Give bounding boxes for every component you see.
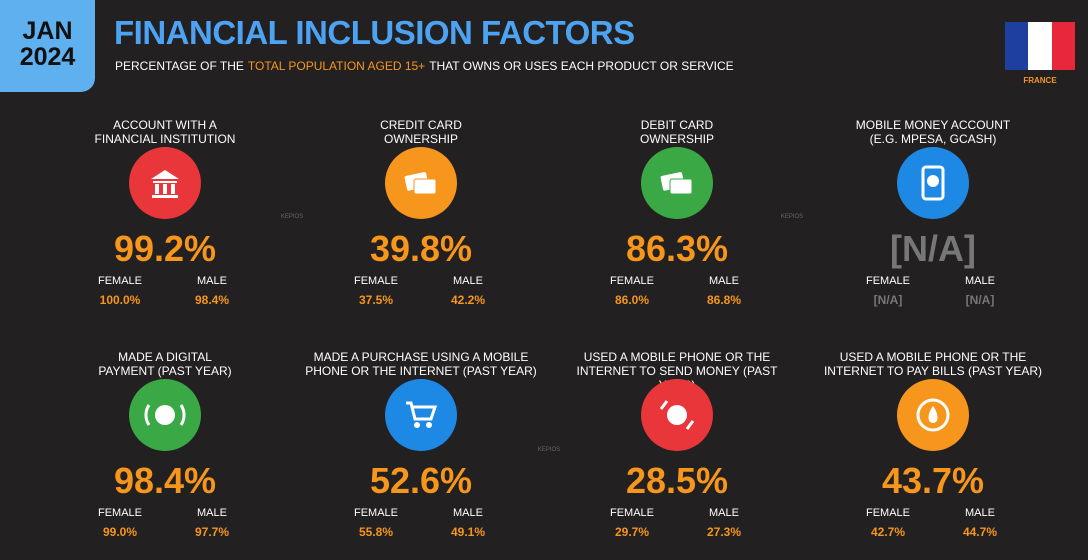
watermark: KEPIOS bbox=[780, 214, 804, 220]
male-label: MALE bbox=[965, 507, 995, 519]
tile-label: USED A MOBILE PHONE OR THE bbox=[839, 350, 1027, 364]
male-value: 86.8% bbox=[706, 293, 742, 307]
icon bbox=[641, 147, 713, 219]
tile-label: DEBIT CARD bbox=[640, 118, 714, 132]
tile-label: (E.G. MPESA, GCASH) bbox=[869, 132, 997, 146]
male-label: MALE bbox=[197, 507, 227, 519]
female-label: FEMALE bbox=[865, 275, 910, 287]
female-value: 29.7% bbox=[614, 525, 650, 539]
tile-icon bbox=[897, 379, 969, 451]
tile-value: [N/A] bbox=[890, 228, 976, 269]
icon bbox=[129, 147, 201, 219]
female-value: 100.0% bbox=[99, 293, 141, 307]
tile-label: USED A MOBILE PHONE OR THE bbox=[583, 350, 771, 364]
subtitle-text: THAT OWNS OR USES EACH PRODUCT OR SERVIC… bbox=[429, 59, 734, 73]
tile-label: FINANCIAL INSTITUTION bbox=[94, 132, 236, 146]
female-label: FEMALE bbox=[353, 507, 398, 519]
male-label: MALE bbox=[709, 275, 739, 287]
subtitle: PERCENTAGE OF THE TOTAL POPULATION AGED 1… bbox=[115, 59, 738, 73]
female-value: 42.7% bbox=[870, 525, 906, 539]
female-label: FEMALE bbox=[865, 507, 910, 519]
subtitle-highlight: TOTAL POPULATION AGED 15+ bbox=[247, 59, 426, 73]
tile-icon bbox=[897, 147, 969, 219]
subtitle-text: PERCENTAGE OF THE bbox=[115, 59, 244, 73]
tile-value: 99.2% bbox=[113, 228, 217, 269]
male-value: 27.3% bbox=[706, 525, 742, 539]
icon bbox=[385, 147, 457, 219]
tile-icon bbox=[385, 379, 457, 451]
tile-icon bbox=[385, 147, 457, 219]
female-value: 99.0% bbox=[102, 525, 138, 539]
tile-label: MADE A DIGITAL bbox=[118, 350, 212, 364]
male-value: 44.7% bbox=[962, 525, 998, 539]
tile-value: 98.4% bbox=[113, 460, 217, 501]
tile-label: MOBILE MONEY ACCOUNT bbox=[855, 118, 1011, 132]
female-value: 86.0% bbox=[614, 293, 650, 307]
tile-value: 28.5% bbox=[625, 460, 729, 501]
tile-label: PAYMENT (PAST YEAR) bbox=[98, 364, 232, 378]
female-value: 37.5% bbox=[358, 293, 394, 307]
tile-icon bbox=[129, 379, 201, 451]
watermark: KEPIOS bbox=[537, 447, 561, 453]
tile-label: OWNERSHIP bbox=[383, 132, 458, 146]
tile-label: MADE A PURCHASE USING A MOBILE bbox=[313, 350, 529, 364]
female-label: FEMALE bbox=[609, 275, 654, 287]
flag bbox=[1005, 22, 1075, 70]
male-label: MALE bbox=[965, 275, 995, 287]
icon bbox=[641, 379, 713, 451]
female-value: 55.8% bbox=[358, 525, 394, 539]
year: 2024 bbox=[19, 43, 76, 71]
male-value: 97.7% bbox=[194, 525, 230, 539]
male-value: [N/A] bbox=[965, 293, 995, 307]
male-label: MALE bbox=[197, 275, 227, 287]
female-label: FEMALE bbox=[97, 507, 142, 519]
tile-value: 52.6% bbox=[369, 460, 473, 501]
male-label: MALE bbox=[453, 275, 483, 287]
date-badge: JAN 2024 bbox=[0, 0, 95, 92]
country: FRANCE bbox=[1023, 76, 1057, 85]
tile-icon bbox=[641, 147, 713, 219]
month: JAN bbox=[22, 17, 73, 45]
tile-value: 39.8% bbox=[369, 228, 473, 269]
icon bbox=[129, 379, 201, 451]
female-label: FEMALE bbox=[97, 275, 142, 287]
tile-label: OWNERSHIP bbox=[639, 132, 714, 146]
male-label: MALE bbox=[453, 507, 483, 519]
title: FINANCIAL INCLUSION FACTORS bbox=[114, 14, 635, 51]
icon bbox=[897, 379, 969, 451]
female-label: FEMALE bbox=[609, 507, 654, 519]
tile-label: CREDIT CARD bbox=[380, 118, 462, 132]
tile-value: 43.7% bbox=[881, 460, 985, 501]
tile-icon bbox=[641, 379, 713, 451]
male-value: 42.2% bbox=[450, 293, 486, 307]
tile-label: PHONE OR THE INTERNET (PAST YEAR) bbox=[305, 364, 537, 378]
male-value: 98.4% bbox=[194, 293, 230, 307]
female-label: FEMALE bbox=[353, 275, 398, 287]
tile-label: INTERNET TO PAY BILLS (PAST YEAR) bbox=[823, 364, 1043, 378]
tile-label: ACCOUNT WITH A bbox=[113, 118, 217, 132]
male-value: 49.1% bbox=[450, 525, 486, 539]
tile-value: 86.3% bbox=[625, 228, 729, 269]
tile-icon bbox=[129, 147, 201, 219]
watermark: KEPIOS bbox=[280, 214, 304, 220]
male-label: MALE bbox=[709, 507, 739, 519]
icon bbox=[385, 379, 457, 451]
female-value: [N/A] bbox=[873, 293, 903, 307]
icon bbox=[897, 147, 969, 219]
